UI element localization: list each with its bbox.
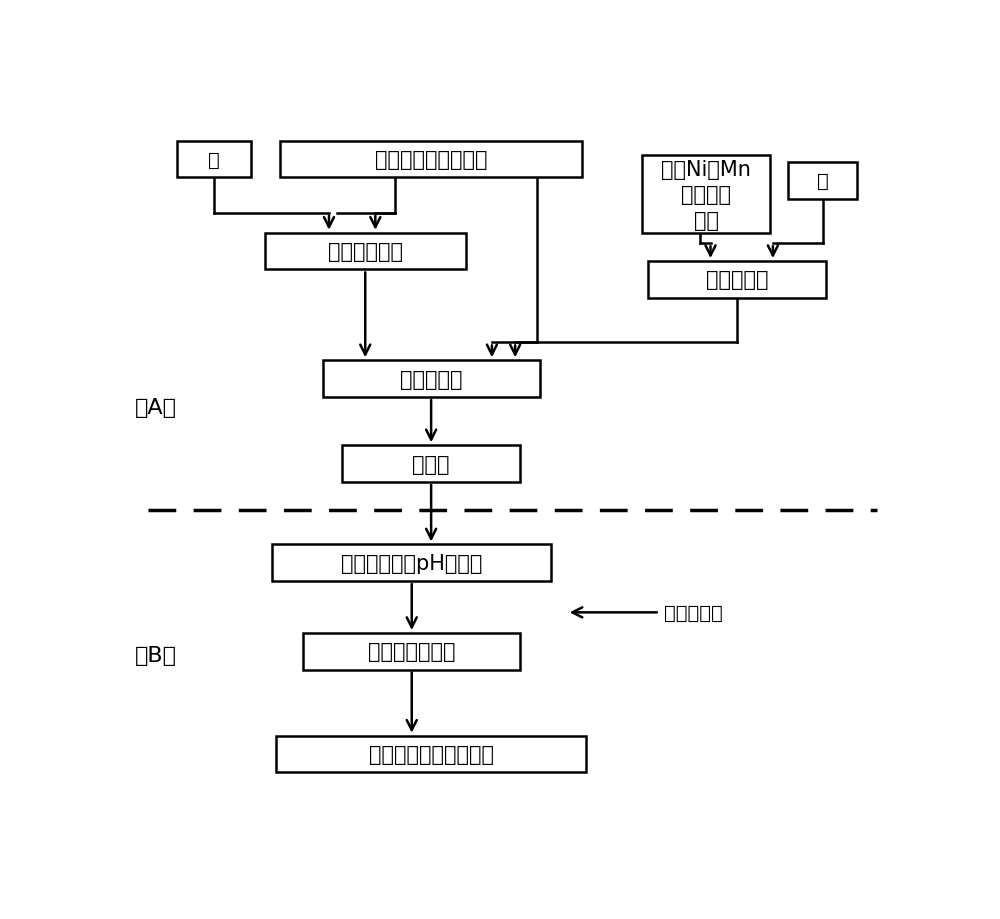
Bar	[323, 361, 540, 398]
Bar	[788, 163, 857, 199]
Bar	[280, 142, 582, 178]
Text: 水: 水	[817, 172, 828, 190]
Bar	[303, 633, 520, 670]
Text: （A）: （A）	[135, 398, 177, 417]
Text: 镍锰复合氢氧化物粒子: 镍锰复合氢氧化物粒子	[369, 744, 494, 765]
Text: 反应前水溶液: 反应前水溶液	[328, 242, 403, 262]
Text: （B）: （B）	[135, 645, 177, 665]
Bar	[272, 545, 551, 582]
Text: 核生成: 核生成	[412, 454, 450, 474]
Bar	[177, 142, 251, 178]
Text: 反应水溶液: 反应水溶液	[400, 369, 462, 389]
Bar	[642, 156, 770, 234]
Text: 含有Ni、Mn
的金属化
合物: 含有Ni、Mn 的金属化 合物	[661, 160, 751, 231]
Text: 水: 水	[208, 151, 220, 169]
Text: 混合水溶液: 混合水溶液	[706, 270, 768, 290]
Bar	[648, 262, 826, 299]
Text: 核（粒子）生长: 核（粒子）生长	[368, 641, 456, 662]
Bar	[276, 736, 586, 773]
Text: 碱水溶液＋铵水溶液: 碱水溶液＋铵水溶液	[375, 150, 487, 170]
Text: 环境的切换: 环境的切换	[664, 603, 722, 622]
Bar	[264, 233, 466, 270]
Text: 反应水溶液的pH值调节: 反应水溶液的pH值调节	[341, 553, 482, 573]
Bar	[342, 446, 520, 482]
